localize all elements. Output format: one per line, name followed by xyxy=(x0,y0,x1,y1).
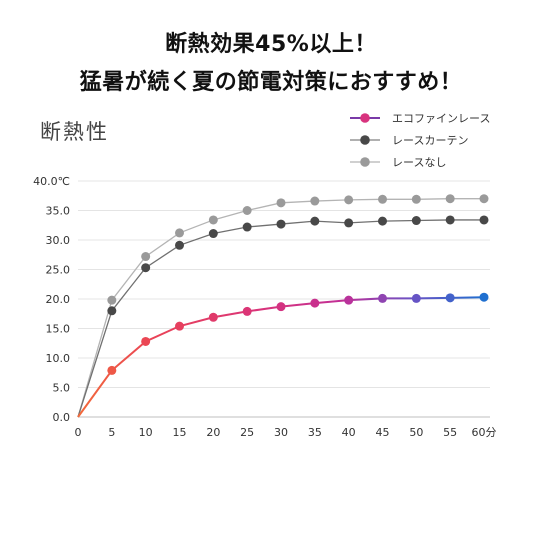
series-line xyxy=(77,296,485,418)
data-point xyxy=(242,222,252,232)
x-tick-label: 0 xyxy=(75,426,82,439)
headline-line-1: 断熱効果45%以上！ xyxy=(165,32,377,57)
data-point xyxy=(378,293,387,303)
data-point xyxy=(344,295,354,305)
data-point xyxy=(107,306,117,316)
data-point xyxy=(310,216,320,226)
data-point xyxy=(445,293,455,303)
data-point xyxy=(411,216,421,226)
data-point xyxy=(175,228,184,238)
data-point xyxy=(141,336,151,346)
data-point xyxy=(310,298,320,308)
data-point xyxy=(445,215,455,225)
x-tick-label: 50 xyxy=(409,426,423,439)
x-tick-label: 60分 xyxy=(472,426,497,439)
y-tick-label: 40.0℃ xyxy=(33,175,70,188)
legend-label: レースカーテン xyxy=(392,134,468,147)
legend-label: レースなし xyxy=(392,156,446,169)
x-tick-label: 5 xyxy=(108,426,115,439)
data-point xyxy=(276,198,286,208)
y-tick-label: 10.0 xyxy=(46,352,71,365)
data-point xyxy=(411,293,421,303)
data-point xyxy=(411,194,421,204)
legend-marker xyxy=(360,157,370,167)
x-tick-label: 25 xyxy=(240,426,254,439)
legend-marker xyxy=(360,113,370,123)
y-tick-label: 30.0 xyxy=(46,234,71,247)
x-tick-label: 40 xyxy=(342,426,356,439)
y-tick-label: 0.0 xyxy=(53,411,71,424)
x-tick-label: 15 xyxy=(173,426,187,439)
legend-label: エコファインレース xyxy=(392,112,490,125)
y-tick-label: 20.0 xyxy=(46,293,71,306)
x-tick-label: 45 xyxy=(376,426,390,439)
data-point xyxy=(378,216,387,226)
data-point xyxy=(141,263,151,273)
y-tick-label: 5.0 xyxy=(53,382,71,395)
y-tick-label: 25.0 xyxy=(46,264,71,277)
x-tick-label: 10 xyxy=(139,426,153,439)
x-tick-label: 30 xyxy=(274,426,288,439)
y-tick-label: 15.0 xyxy=(46,323,71,336)
data-point xyxy=(344,195,354,205)
data-point xyxy=(310,196,320,206)
data-point xyxy=(107,295,117,305)
data-point xyxy=(479,292,489,302)
data-point xyxy=(208,229,218,239)
data-point xyxy=(479,194,489,204)
chart-title: 断熱性 xyxy=(40,120,109,144)
data-point xyxy=(445,194,455,204)
data-point xyxy=(242,206,252,215)
x-tick-label: 20 xyxy=(206,426,220,439)
data-point xyxy=(378,194,387,204)
data-point xyxy=(175,321,184,331)
data-point xyxy=(344,218,354,228)
data-point xyxy=(276,302,286,312)
data-point xyxy=(175,240,184,250)
data-point xyxy=(276,219,286,229)
data-point xyxy=(479,215,489,225)
data-point xyxy=(107,365,117,375)
data-point xyxy=(141,252,151,262)
legend-marker xyxy=(360,135,370,145)
x-tick-label: 55 xyxy=(443,426,457,439)
data-point xyxy=(208,312,218,322)
data-point xyxy=(242,306,252,316)
y-tick-label: 35.0 xyxy=(46,205,71,218)
x-tick-label: 35 xyxy=(308,426,322,439)
headline-line-2: 猛暑が続く夏の節電対策におすすめ！ xyxy=(79,70,463,95)
data-point xyxy=(208,215,218,225)
